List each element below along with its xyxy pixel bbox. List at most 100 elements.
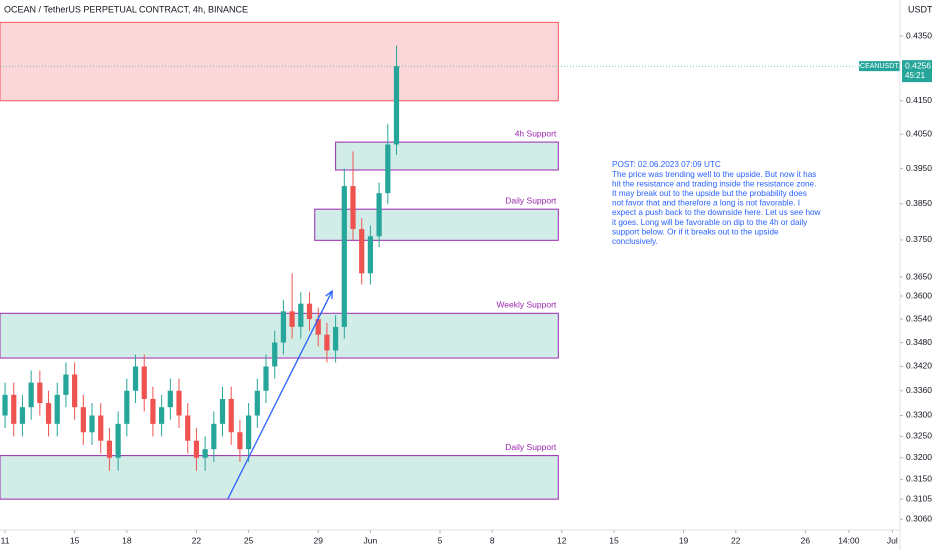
candle-body [193, 440, 200, 458]
candle-body [185, 415, 191, 441]
candle-body [63, 374, 69, 395]
x-tick-label: 14:00 [838, 535, 860, 545]
y-tick-label: 0.3600 [906, 290, 932, 300]
note-line: conclusively. [612, 237, 658, 246]
y-tick-label: 0.3420 [906, 361, 932, 371]
resistance-zone [0, 21, 559, 102]
candle-body [219, 398, 226, 424]
candle-body [272, 342, 278, 367]
candle-body [89, 415, 95, 433]
zone-label: Weekly Support [496, 300, 556, 310]
note-line: hit the resistance and trading inside th… [612, 179, 816, 188]
candle-body [298, 303, 304, 327]
candle-body [254, 390, 260, 416]
note-line: POST: 02.06.2023 07:09 UTC [612, 160, 721, 169]
candle-body [385, 144, 391, 194]
symbol-tag-text: OCEANUSDT.P [855, 63, 905, 70]
candle-body [306, 303, 313, 320]
candle-body [19, 407, 26, 424]
candle-body [115, 423, 121, 458]
x-tick-label: Jul [887, 535, 898, 545]
zone-label: 4h Support [515, 128, 557, 138]
candle-body [176, 390, 182, 416]
y-tick-label: 0.3250 [906, 431, 932, 441]
x-tick-label: 25 [244, 535, 254, 545]
candle-body [98, 415, 104, 441]
x-tick-label: 26 [801, 535, 811, 545]
support-zone [0, 312, 559, 359]
y-tick-label: 0.3540 [906, 313, 932, 323]
note-line: The price was trending well to the upsid… [612, 170, 816, 179]
note-line: support below. Or if it breaks out to th… [612, 227, 779, 236]
x-tick-label: 11 [1, 535, 10, 545]
candle-body [2, 394, 8, 416]
y-tick-label: 0.4150 [906, 95, 932, 105]
candle-body [72, 374, 78, 408]
x-tick-label: 22 [731, 535, 741, 545]
support-zone [335, 141, 559, 171]
candle-body [159, 407, 165, 424]
candle-body [376, 193, 382, 237]
chart-title: OCEAN / TetherUS PERPETUAL CONTRACT, 4h,… [4, 4, 248, 14]
y-tick-label: 0.4350 [906, 30, 932, 40]
candle-body [124, 390, 130, 424]
zone-label: Daily Support [505, 195, 557, 205]
candle-body [211, 423, 217, 450]
x-tick-label: Jun [364, 535, 378, 545]
zone-label: Daily Support [505, 442, 557, 452]
y-tick-label: 0.3300 [906, 410, 932, 420]
candle-body [28, 382, 34, 408]
candle-body [228, 398, 234, 433]
candle-body [350, 186, 356, 230]
candle-body [324, 334, 330, 351]
support-zone [0, 455, 559, 500]
y-tick-label: 0.3060 [906, 513, 932, 523]
candle-body [106, 440, 113, 458]
countdown-text: 45:21 [905, 71, 926, 80]
x-tick-label: 8 [490, 535, 495, 545]
note-line: expect a push back to the downside here.… [612, 208, 821, 217]
x-tick-label: 15 [609, 535, 619, 545]
x-tick-label: 19 [679, 535, 689, 545]
candle-body [263, 366, 269, 391]
trend-arrow [227, 290, 333, 500]
candle-body [45, 403, 52, 424]
x-tick-label: 15 [70, 535, 80, 545]
candle-body [150, 398, 156, 424]
x-tick-label: 5 [438, 535, 443, 545]
symbol-tag [859, 61, 900, 72]
y-tick-label: 0.4050 [906, 129, 932, 139]
note-line: It may break out to the upside but the p… [612, 189, 807, 198]
candle-body [132, 366, 139, 391]
candle-body [315, 319, 321, 335]
x-tick-label: 22 [192, 535, 202, 545]
x-tick-label: 12 [557, 535, 567, 545]
candles [2, 45, 400, 471]
y-tick-label: 0.3650 [906, 271, 932, 281]
candle-body [11, 394, 17, 424]
y-tick-label: 0.3360 [906, 385, 932, 395]
candle-body [237, 432, 243, 450]
y-tick-label: 0.3150 [906, 474, 932, 484]
candle-body [202, 449, 208, 458]
candle-body [141, 366, 147, 399]
y-tick-label: 0.3200 [906, 452, 932, 462]
candle-body [289, 311, 295, 327]
candle-body [37, 382, 43, 404]
candle-body [246, 415, 252, 450]
note-line: not favor that and therefore a long is n… [612, 199, 800, 208]
y-tick-label: 0.3105 [906, 493, 932, 503]
y-tick-label: 0.3480 [906, 337, 932, 347]
x-tick-label: 18 [122, 535, 132, 545]
candle-body [167, 390, 173, 408]
candle-body [332, 326, 339, 351]
candle-body [280, 311, 287, 343]
y-tick-label: 0.3750 [906, 234, 932, 244]
candle-body [393, 66, 400, 145]
y-tick-label: 0.3950 [906, 163, 932, 173]
candle-body [367, 236, 374, 274]
zones: 4h Support Daily Support Weekly Support Dai… [0, 21, 559, 500]
